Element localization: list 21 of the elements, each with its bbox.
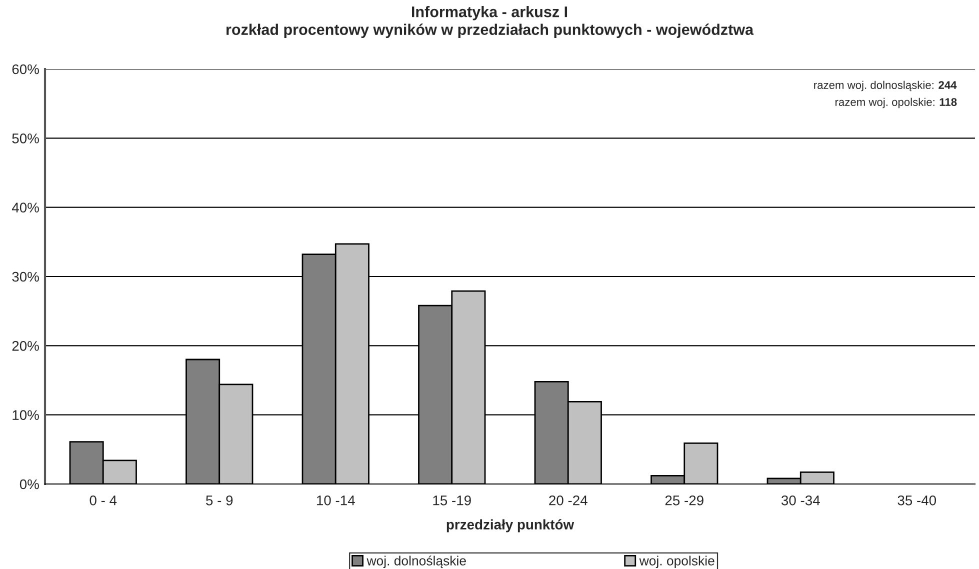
y-tick-label: 10% xyxy=(12,410,39,420)
x-tick-label: 0 - 4 xyxy=(90,495,117,506)
y-tick-label: 50% xyxy=(12,134,39,144)
x-tick-label: 35 -40 xyxy=(898,495,936,506)
annotation: razem woj. dolnosląskie: 244 xyxy=(814,80,957,92)
y-tick-label: 0% xyxy=(20,479,39,490)
chart-title: Informatyka - arkusz I rozkład procentowy wyników w przedziałach punktowych - województwa xyxy=(226,6,754,38)
x-tick-label: 20 -24 xyxy=(549,495,588,506)
legend-label: woj. dolnośląskie xyxy=(366,556,466,568)
x-tick-label: 5 - 9 xyxy=(206,495,233,506)
x-axis-title: przedziały punktów xyxy=(446,519,574,532)
x-tick-label: 15 -19 xyxy=(433,495,471,506)
x-tick-label: 10 -14 xyxy=(316,495,355,506)
y-tick-label: 20% xyxy=(12,341,39,351)
x-tick-label: 30 -34 xyxy=(781,495,820,506)
x-tick-label: 25 -29 xyxy=(665,495,704,506)
legend-label: woj. opolskie xyxy=(639,556,714,568)
y-tick-label: 40% xyxy=(12,202,39,213)
annotation: razem woj. opolskie: 118 xyxy=(835,98,957,108)
y-tick-label: 60% xyxy=(12,64,39,74)
y-tick-label: 30% xyxy=(12,272,39,282)
